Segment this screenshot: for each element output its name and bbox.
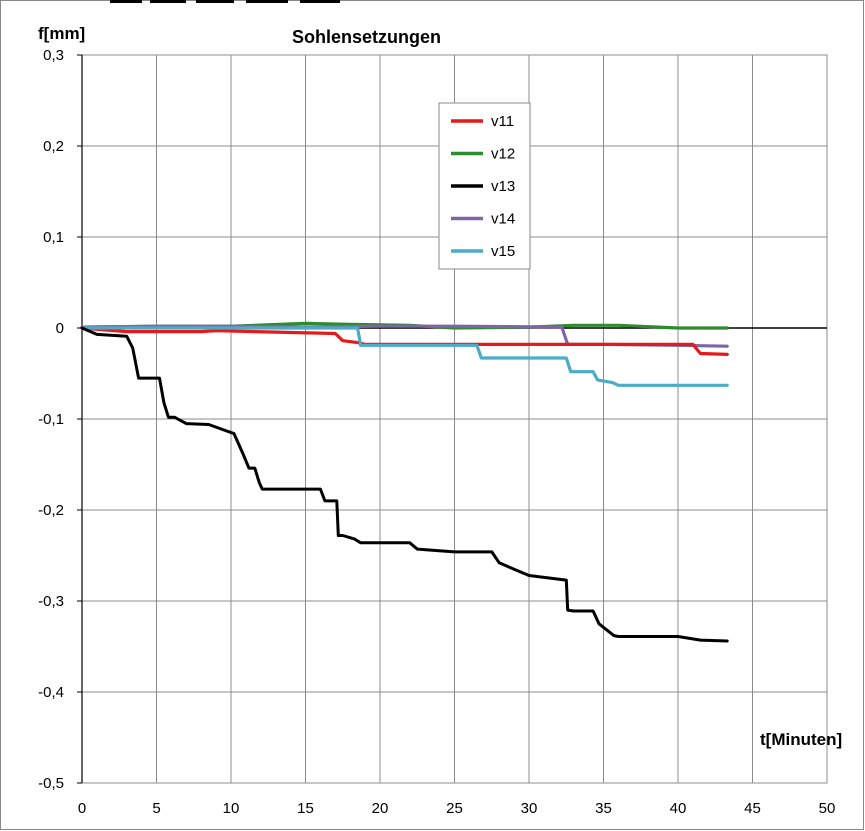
legend-label-v13: v13 [491,178,515,195]
series-line-v11 [80,326,729,356]
legend-label-v12: v12 [491,146,515,163]
legend-label-v11: v11 [491,113,514,130]
y-tick-label: -0,2 [38,502,64,519]
x-tick-label: 45 [744,800,761,817]
series-line-v15 [80,326,729,387]
y-axis-label: f[mm] [38,24,85,43]
x-tick-label: 25 [446,800,463,817]
y-tick-label: -0,4 [38,684,64,701]
x-tick-label: 10 [223,800,240,817]
x-tick-label: 30 [521,800,538,817]
y-tick-label: -0,5 [38,775,64,792]
legend: v11 v12 v13 v14 v15 [438,102,531,270]
x-axis-label: t[Minuten] [760,730,842,749]
y-tick-label: 0,3 [43,47,64,64]
x-tick-label: 35 [595,800,612,817]
x-tick-label: 0 [78,800,86,817]
y-tick-label: -0,1 [38,411,64,428]
x-tick-label: 40 [670,800,687,817]
legend-label-v14: v14 [491,211,515,228]
series-line-v13 [80,326,729,643]
x-tick-label: 20 [372,800,389,817]
y-tick-label: 0,1 [43,229,64,246]
y-tick-label: 0 [56,320,64,337]
top-clipped-header [110,0,340,3]
x-tick-label: 5 [152,800,160,817]
y-tick-label: 0,2 [43,138,64,155]
legend-label-v15: v15 [491,243,515,260]
plot-area: 0,3 0,2 0,1 0 -0,1 -0,2 -0,3 -0,4 -0,5 0 5 10 15 20 25… [38,47,835,817]
x-tick-label: 15 [297,800,314,817]
chart-title: Sohlensetzungen [292,27,441,47]
y-tick-label: -0,3 [38,593,64,610]
x-tick-label: 50 [819,800,836,817]
